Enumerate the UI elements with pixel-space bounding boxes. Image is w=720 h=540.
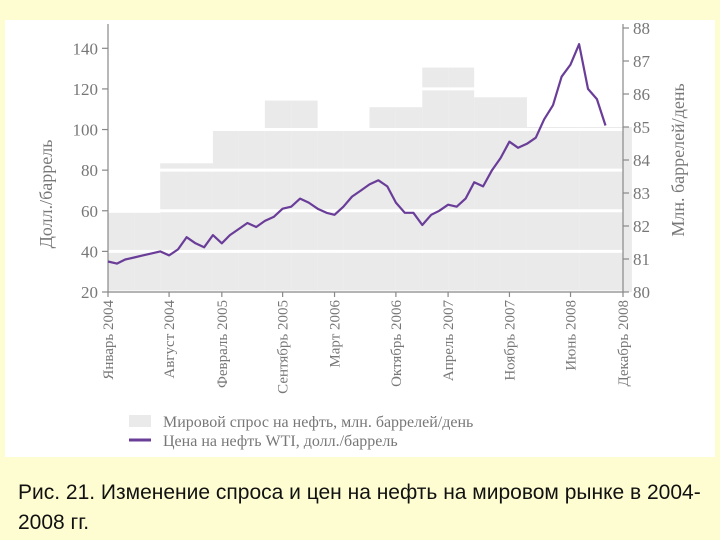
demand-bar [291, 100, 318, 292]
left-tick-label: 40 [81, 242, 98, 261]
demand-bar [369, 107, 396, 292]
right-axis-title: Млн. баррелей/день [668, 83, 688, 236]
demand-bar [448, 67, 475, 292]
right-tick-label: 83 [633, 184, 650, 203]
x-tick-label: Февраль 2005 [215, 300, 231, 388]
right-tick-label: 82 [633, 217, 650, 236]
chart-figure: 20 40 60 80 100 120 140 80 81 82 83 84 85 86 87 88 Долл.… [5, 20, 715, 457]
price-line [107, 43, 607, 265]
right-tick-label: 81 [633, 250, 650, 269]
demand-bar [474, 97, 501, 292]
legend: Мировой спрос на нефть, млн. баррелей/де… [129, 414, 473, 450]
demand-bar [186, 163, 213, 292]
legend-label: Мировой спрос на нефть, млн. баррелей/де… [163, 414, 473, 431]
x-tick-label: Сентябрь 2005 [276, 300, 292, 394]
right-tick-label: 86 [633, 85, 650, 104]
demand-bar [264, 100, 292, 292]
legend-label: Цена на нефть WTI, долл./баррель [163, 433, 398, 450]
price-line-group [107, 43, 607, 265]
legend-swatch-demand [129, 415, 151, 427]
x-tick-label: Март 2006 [328, 300, 344, 368]
demand-bar [422, 67, 449, 292]
oil-demand-price-chart: 20 40 60 80 100 120 140 80 81 82 83 84 85 86 87 88 Долл.… [36, 20, 688, 450]
right-tick-label: 80 [633, 283, 650, 302]
right-tick-label: 85 [633, 118, 650, 137]
demand-bar [160, 163, 187, 292]
left-axis-title: Долл./баррель [36, 140, 56, 249]
left-tick-label: 60 [81, 202, 98, 221]
right-tick-label: 84 [633, 151, 651, 170]
x-tick-label: Август 2004 [162, 300, 178, 379]
axes [102, 24, 629, 297]
left-tick-label: 80 [81, 161, 98, 180]
demand-bar [500, 97, 527, 292]
left-tick-label: 100 [73, 121, 99, 140]
x-tick-label: Ноябрь 2007 [502, 300, 518, 381]
left-tick-label: 140 [73, 39, 99, 58]
x-tick-label: Июнь 2008 [564, 300, 580, 371]
x-tick-label: Январь 2004 [101, 300, 117, 380]
demand-bar [395, 107, 423, 292]
left-tick-label: 120 [73, 80, 99, 99]
figure-caption: Рис. 21. Изменение спроса и цен на нефть… [18, 481, 701, 534]
x-tick-label: Апрель 2007 [441, 300, 457, 382]
right-tick-label: 87 [633, 52, 651, 71]
axis-labels: 20 40 60 80 100 120 140 80 81 82 83 84 85 86 87 88 Долл.… [36, 20, 688, 394]
x-tick-label: Октябрь 2006 [389, 300, 405, 387]
x-tick-label: Декабрь 2008 [616, 300, 632, 387]
left-tick-label: 20 [81, 283, 98, 302]
right-tick-label: 88 [633, 20, 650, 38]
